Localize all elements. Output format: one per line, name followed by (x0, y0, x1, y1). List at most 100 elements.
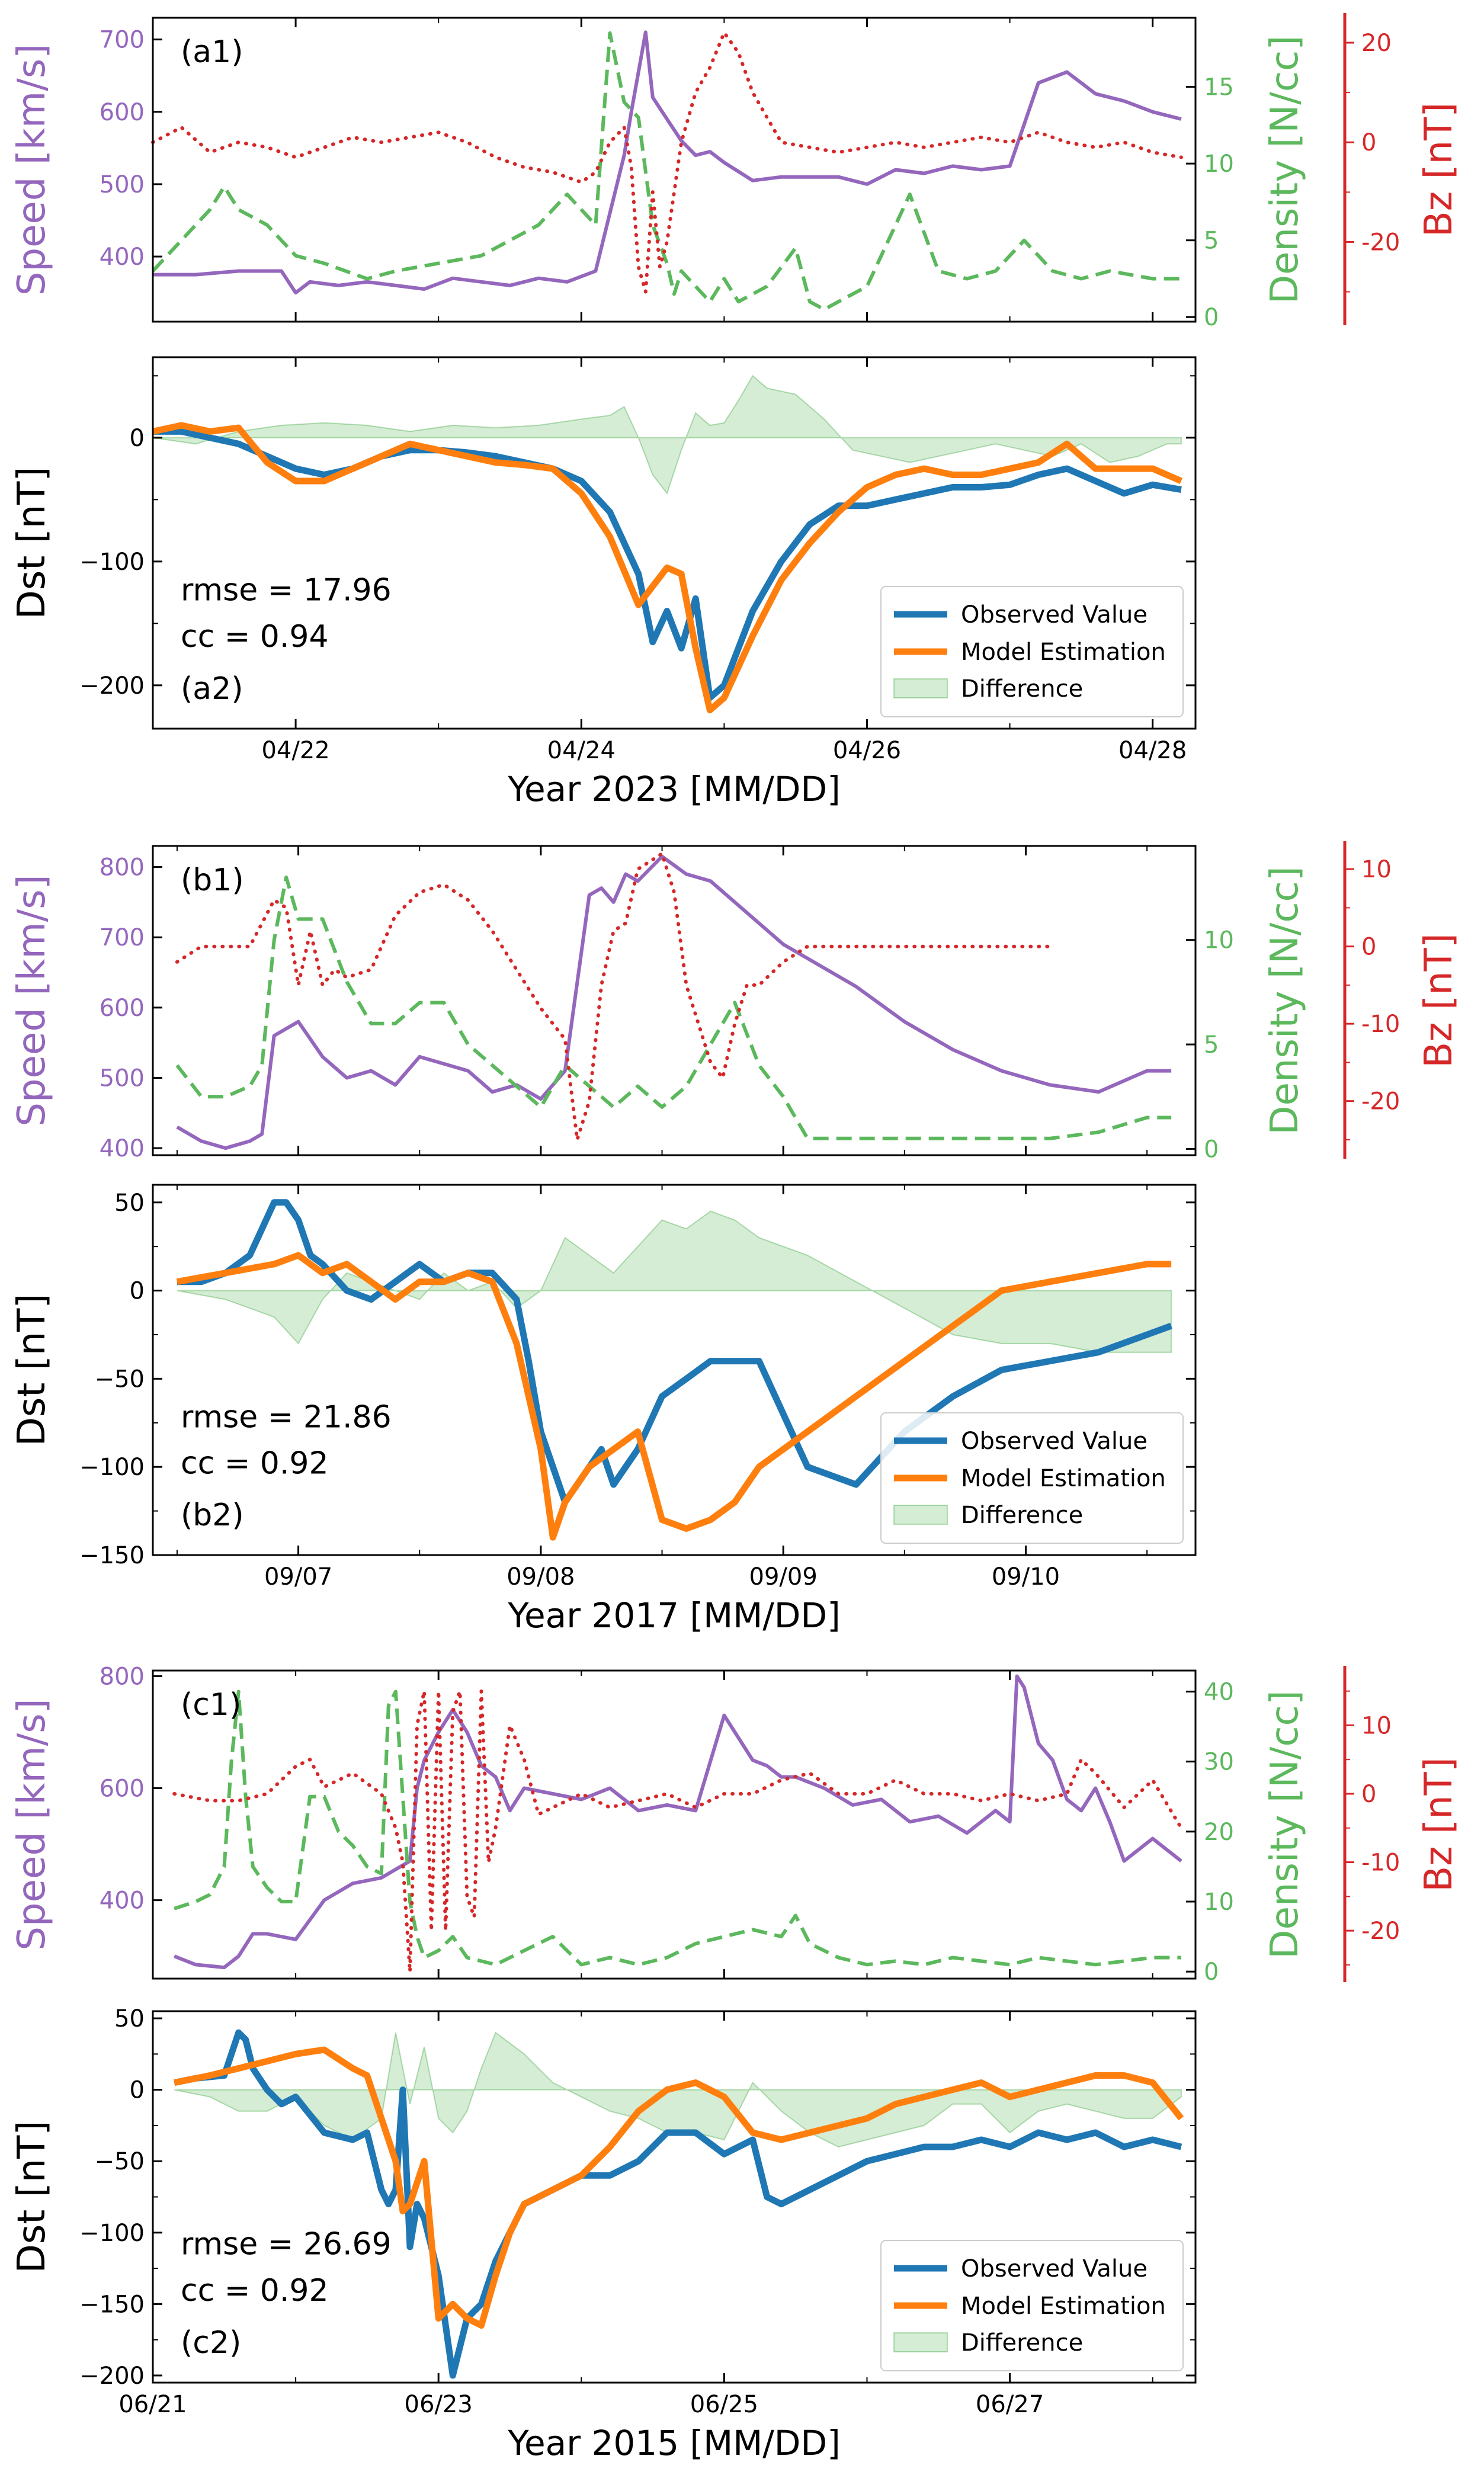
a2-ylabel: Dst [nT] (10, 467, 54, 620)
a1-series-density (151, 31, 1181, 312)
a2-ytick-label: −200 (79, 672, 145, 700)
a1-ytick-right-label: 15 (1204, 74, 1234, 101)
c2-panel-label: (c2) (181, 2325, 241, 2361)
b1-ytick-right-label: 0 (1204, 1136, 1219, 1163)
b2-rmse: rmse = 21.86 (181, 1399, 392, 1435)
panel-a1: 400 500 600 700 Speed [km/s] 0 5 10 15 Density [N… (10, 13, 1461, 331)
c2-ylabel: Dst [nT] (10, 2121, 54, 2274)
a2-legend-difference-swatch (893, 678, 948, 698)
b1-ytick-left-label: 700 (100, 924, 145, 951)
a2-xlabel: Year 2023 [MM/DD] (507, 769, 840, 809)
c1-ytick-bz-label: 10 (1361, 1712, 1392, 1739)
b1-ytick-bz-label: -10 (1361, 1011, 1400, 1038)
c2-ytick-label: −50 (95, 2148, 145, 2175)
a1-series-bz (151, 31, 1183, 294)
a2-xtick-label: 04/22 (261, 737, 329, 764)
c2-xtick-label: 06/23 (405, 2391, 473, 2418)
a2-ytick-label: 0 (130, 425, 145, 452)
a1-ytick-right-label: 5 (1204, 227, 1219, 255)
b2-ylabel: Dst [nT] (10, 1294, 54, 1447)
a1-ytick-left-label: 400 (100, 243, 145, 271)
a1-ytick-right-label: 10 (1204, 150, 1234, 178)
c2-legend-difference-swatch (893, 2332, 948, 2352)
c1-ylabel-right: Density [N/cc] (1263, 1690, 1307, 1958)
a1-ytick-bz-label: 0 (1361, 129, 1376, 156)
a2-legend-difference-label: Difference (961, 675, 1083, 703)
a2-panel-label: (a2) (181, 671, 243, 707)
b1-panel-label: (b1) (181, 863, 244, 898)
b2-difference-fill (177, 1210, 1172, 1353)
a2-cc: cc = 0.94 (181, 619, 329, 655)
panel-c2: 06/21 06/23 06/25 06/27 50 0 −50 −100 −150 −200 Ds… (10, 2005, 1197, 2463)
c1-ytick-right-label: 40 (1204, 1678, 1234, 1706)
c2-legend-model-label: Model Estimation (961, 2293, 1166, 2320)
c1-ytick-right-label: 0 (1204, 1958, 1219, 1986)
b1-series-density (175, 875, 1172, 1140)
c2-ytick-label: −200 (79, 2362, 145, 2390)
c1-ytick-bz-label: -20 (1361, 1918, 1400, 1945)
b2-xtick-label: 09/09 (749, 1563, 818, 1591)
c2-legend-difference-label: Difference (961, 2329, 1083, 2357)
a2-rmse: rmse = 17.96 (181, 573, 392, 608)
c1-ylabel-bz: Bz [nT] (1417, 1757, 1461, 1892)
b1-ytick-left-label: 500 (100, 1065, 145, 1092)
b1-ytick-bz-label: 10 (1361, 856, 1392, 883)
a2-difference-fill (152, 374, 1182, 495)
b2-ytick-label: −150 (79, 1542, 145, 1569)
c1-ytick-right-label: 20 (1204, 1819, 1234, 1846)
b1-ylabel-bz: Bz [nT] (1417, 933, 1461, 1068)
c2-ytick-label: 50 (114, 2005, 145, 2033)
c1-ytick-right-label: 30 (1204, 1749, 1234, 1776)
c2-ytick-label: −150 (79, 2291, 145, 2318)
b2-xlabel: Year 2017 [MM/DD] (507, 1595, 840, 1636)
b2-legend-difference-label: Difference (961, 1502, 1083, 1529)
a2-xtick-label: 04/26 (833, 737, 901, 764)
c1-ytick-left-label: 800 (100, 1663, 145, 1690)
c1-ytick-bz-label: 0 (1361, 1781, 1376, 1808)
a1-series-speed (153, 30, 1182, 295)
a2-xtick-label: 04/28 (1118, 737, 1187, 764)
b1-ytick-left-label: 800 (100, 854, 145, 881)
b2-ytick-label: 0 (130, 1278, 145, 1305)
c1-series-bz (172, 1689, 1183, 1974)
b2-legend-observed-label: Observed Value (961, 1428, 1148, 1455)
c2-xlabel: Year 2015 [MM/DD] (507, 2423, 840, 2463)
b1-ylabel-left: Speed [km/s] (10, 874, 54, 1126)
b1-ytick-bz-label: 0 (1361, 934, 1376, 961)
c2-legend-observed-label: Observed Value (961, 2255, 1148, 2283)
b2-ytick-label: −50 (95, 1365, 145, 1393)
a2-xtick-label: 04/24 (547, 737, 616, 764)
b2-panel-label: (b2) (181, 1498, 244, 1533)
c1-series-speed (174, 1674, 1182, 1970)
b1-series-speed (176, 854, 1172, 1150)
b1-ytick-left-label: 400 (100, 1135, 145, 1162)
b2-xtick-label: 09/08 (507, 1563, 575, 1591)
a2-frame (152, 356, 1197, 730)
b2-ytick-label: −100 (79, 1454, 145, 1481)
panel-a2: 04/22 04/24 04/26 04/28 0 −100 −200 Dst [nT] Yea… (10, 356, 1197, 809)
c1-ytick-left-label: 400 (100, 1887, 145, 1915)
a1-frame (152, 17, 1197, 323)
c2-rmse: rmse = 26.69 (181, 2227, 392, 2262)
a1-ylabel-left: Speed [km/s] (10, 44, 54, 296)
c1-ytick-bz-label: -10 (1361, 1849, 1400, 1877)
b2-xtick-label: 09/07 (264, 1563, 332, 1591)
c2-xtick-label: 06/27 (976, 2391, 1044, 2418)
b2-legend-box (880, 1412, 1184, 1544)
b2-model-line (176, 1252, 1172, 1541)
b2-legend-difference-swatch (893, 1505, 948, 1525)
c1-ytick-left-label: 600 (100, 1775, 145, 1803)
panel-b1: 400 500 600 700 800 Speed [km/s] 0 5 10 Density [… (10, 841, 1461, 1163)
a1-ytick-bz-label: -20 (1361, 229, 1400, 256)
b2-xtick-label: 09/10 (992, 1563, 1060, 1591)
a1-ytick-bz-label: 20 (1361, 30, 1392, 57)
b2-ytick-label: 50 (114, 1190, 145, 1217)
c2-ytick-label: 0 (130, 2077, 145, 2104)
b1-ylabel-right: Density [N/cc] (1263, 866, 1307, 1134)
b1-ytick-bz-label: -20 (1361, 1088, 1400, 1115)
b1-ytick-right-label: 10 (1204, 927, 1234, 954)
a1-panel-label: (a1) (181, 34, 243, 70)
panel-b2: 09/07 09/08 09/09 09/10 50 0 −50 −100 −150 Dst [n… (10, 1184, 1197, 1636)
a2-model-line (152, 422, 1183, 714)
